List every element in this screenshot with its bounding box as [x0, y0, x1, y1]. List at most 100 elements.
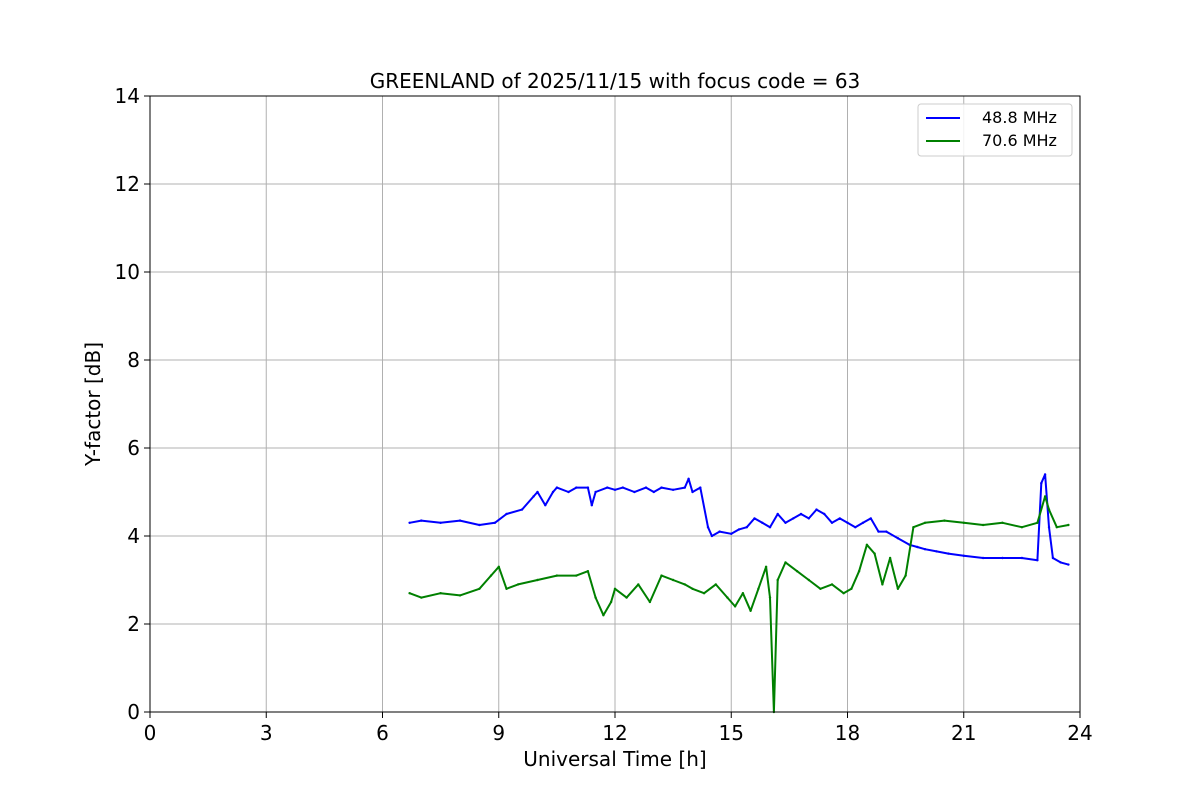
- data-point: [683, 583, 686, 586]
- data-point: [761, 521, 764, 524]
- data-point: [567, 490, 570, 494]
- data-point: [621, 486, 624, 489]
- legend-label-48-8-mhz: 48.8 MHz: [982, 108, 1057, 127]
- data-point: [1036, 559, 1039, 562]
- data-point: [691, 490, 694, 494]
- y-tick-label: 0: [127, 700, 140, 724]
- data-point: [842, 592, 845, 595]
- y-tick-label: 14: [115, 84, 140, 108]
- data-point: [606, 486, 609, 489]
- data-point: [823, 512, 826, 516]
- data-point: [1055, 526, 1059, 529]
- y-axis-label: Y-factor [dB]: [81, 342, 105, 467]
- data-point: [532, 495, 535, 498]
- data-point: [896, 537, 900, 540]
- x-axis-label: Universal Time [h]: [523, 747, 706, 771]
- data-point: [753, 517, 756, 520]
- data-point: [733, 605, 737, 608]
- data-point: [784, 561, 787, 564]
- data-point: [594, 490, 597, 494]
- data-point: [776, 512, 779, 516]
- data-point: [586, 486, 590, 489]
- data-point: [745, 526, 748, 529]
- x-tick-label: 3: [260, 721, 273, 745]
- data-point: [737, 528, 741, 531]
- data-point: [458, 594, 462, 597]
- data-point: [741, 592, 745, 595]
- data-point: [896, 587, 900, 590]
- x-tick-label: 6: [376, 721, 389, 745]
- data-point: [869, 517, 872, 520]
- data-point: [536, 578, 539, 582]
- data-point: [660, 574, 663, 577]
- data-series: [408, 473, 1070, 714]
- data-point: [544, 504, 547, 507]
- data-point: [551, 490, 555, 494]
- x-tick-label: 21: [951, 721, 976, 745]
- data-point: [718, 530, 721, 533]
- data-point: [489, 574, 493, 577]
- data-point: [1059, 561, 1062, 564]
- data-point: [493, 521, 497, 524]
- data-point: [637, 583, 640, 586]
- data-point: [648, 600, 652, 604]
- data-point: [1067, 563, 1070, 566]
- data-point: [699, 486, 702, 489]
- data-point: [586, 570, 590, 573]
- data-point: [660, 486, 663, 489]
- data-point: [613, 587, 617, 590]
- data-point: [1043, 473, 1047, 476]
- data-point: [613, 488, 617, 491]
- data-point: [854, 526, 857, 529]
- data-point: [1043, 495, 1047, 498]
- x-tick-label: 24: [1067, 721, 1092, 745]
- x-tick-label: 9: [492, 721, 505, 745]
- data-point: [408, 592, 411, 595]
- data-point: [1051, 556, 1055, 560]
- x-tick-label: 15: [719, 721, 744, 745]
- data-point: [877, 530, 880, 533]
- data-point: [749, 609, 752, 612]
- data-point: [478, 523, 481, 527]
- data-point: [981, 523, 985, 527]
- data-point: [590, 504, 593, 507]
- legend-label-70-6-mhz: 70.6 MHz: [982, 131, 1057, 150]
- data-point: [671, 578, 675, 582]
- x-tick-label: 0: [144, 721, 157, 745]
- data-point: [439, 521, 442, 524]
- data-point: [691, 587, 694, 590]
- data-point: [458, 519, 462, 522]
- data-point: [764, 565, 768, 568]
- data-point: [768, 596, 772, 599]
- data-point: [904, 574, 907, 577]
- data-point: [768, 526, 772, 529]
- data-point: [710, 534, 714, 538]
- data-point: [602, 614, 605, 617]
- y-tick-label: 2: [127, 612, 140, 636]
- data-point: [962, 521, 965, 524]
- data-point: [714, 583, 717, 586]
- data-point: [1047, 508, 1051, 511]
- data-point: [865, 543, 869, 546]
- data-point: [815, 508, 818, 511]
- data-point: [912, 526, 915, 529]
- data-point: [497, 565, 500, 568]
- data-point: [652, 490, 655, 494]
- data-point: [947, 552, 950, 555]
- y-tick-label: 8: [127, 348, 140, 372]
- data-point: [420, 519, 423, 522]
- data-point: [575, 574, 578, 577]
- data-point: [1067, 523, 1070, 527]
- data-point: [555, 574, 559, 577]
- data-point: [1001, 556, 1004, 560]
- data-point: [683, 486, 686, 489]
- data-point: [420, 596, 423, 599]
- data-point: [408, 521, 411, 524]
- data-point: [830, 521, 834, 524]
- data-point: [857, 570, 861, 573]
- data-point: [702, 592, 706, 595]
- x-tick-label: 18: [835, 721, 860, 745]
- data-point: [594, 596, 597, 599]
- data-point: [795, 570, 799, 573]
